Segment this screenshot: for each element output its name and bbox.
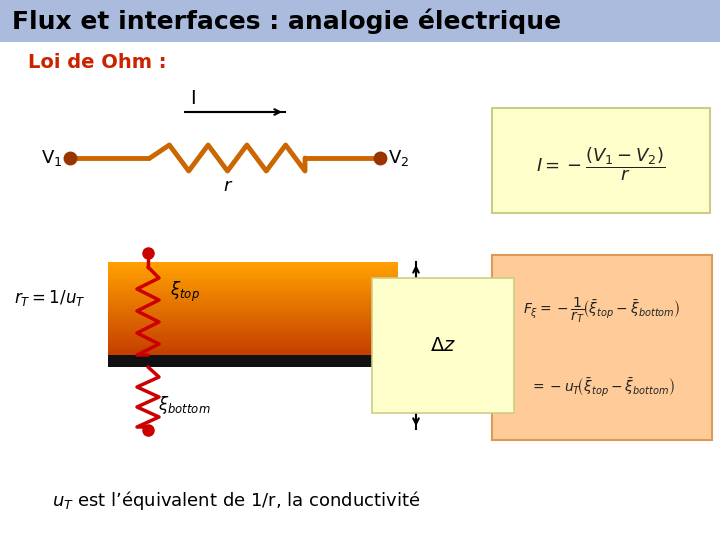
Bar [492,255,712,440]
Bar [492,108,710,213]
Text: $\Delta z$: $\Delta z$ [430,336,456,355]
Bar [108,312,398,316]
Bar [108,296,398,300]
Bar [108,278,398,281]
Bar [108,318,398,322]
Text: r: r [224,177,231,195]
Text: Flux et interfaces : analogie électrique: Flux et interfaces : analogie électrique [12,8,561,33]
Text: $r_T = 1/u_T$: $r_T = 1/u_T$ [14,288,86,308]
Bar [108,290,398,294]
Bar [108,268,398,272]
Bar [0,0,720,42]
Bar [108,336,398,341]
Bar [108,281,398,285]
Bar [108,346,398,350]
Text: V$_1$: V$_1$ [40,148,62,168]
Text: Loi de Ohm :: Loi de Ohm : [28,52,166,71]
Bar [108,293,398,297]
Bar [108,342,398,347]
Bar [108,284,398,288]
Bar [108,265,398,269]
Bar [108,287,398,291]
Text: $u_T$ est l’équivalent de 1/r, la conductivité: $u_T$ est l’équivalent de 1/r, la conduc… [52,489,420,511]
Bar [108,324,398,328]
Text: $I = -\dfrac{(V_1 - V_2)}{r}$: $I = -\dfrac{(V_1 - V_2)}{r}$ [536,146,666,183]
Text: $\xi_{top}$: $\xi_{top}$ [170,280,200,304]
Text: $F_\xi = -\dfrac{1}{r_T}\!\left(\bar{\xi}_{top} - \bar{\xi}_{bottom}\right)$: $F_\xi = -\dfrac{1}{r_T}\!\left(\bar{\xi… [523,295,680,326]
Bar [108,321,398,325]
Text: $= -u_T\!\left(\bar{\xi}_{top} - \bar{\xi}_{bottom}\right)$: $= -u_T\!\left(\bar{\xi}_{top} - \bar{\x… [530,377,675,399]
Text: V$_2$: V$_2$ [388,148,409,168]
Bar [108,352,398,356]
Bar [108,327,398,331]
Text: $\xi_{bottom}$: $\xi_{bottom}$ [158,394,211,416]
Bar [108,302,398,306]
Bar [108,333,398,338]
Bar [108,355,398,367]
Bar [108,306,398,309]
Bar [108,274,398,279]
Bar [108,340,398,343]
Bar [108,349,398,353]
Text: I: I [190,90,196,109]
Bar [108,271,398,275]
Bar [108,308,398,313]
Bar [108,330,398,334]
Bar [108,315,398,319]
Bar [108,262,398,266]
Bar [108,299,398,303]
